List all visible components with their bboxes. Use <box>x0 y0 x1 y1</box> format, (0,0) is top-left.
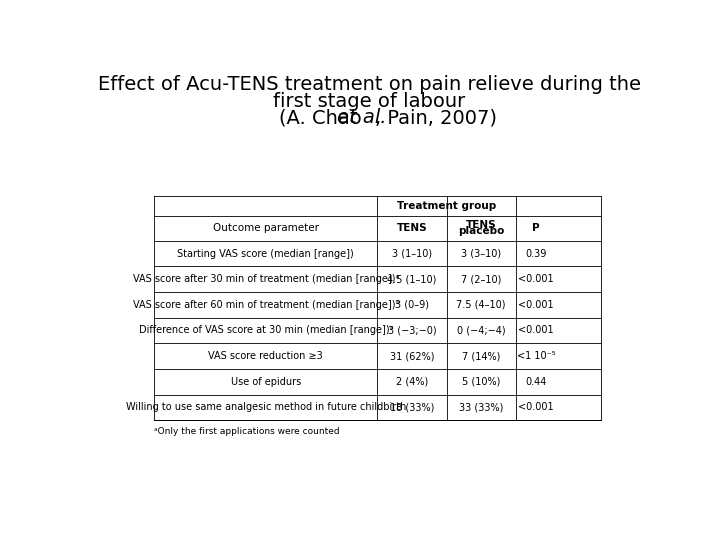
Text: <0.001: <0.001 <box>518 326 554 335</box>
Text: <0.001: <0.001 <box>518 300 554 310</box>
Text: et al.: et al. <box>337 109 387 127</box>
Text: 3 (1–10): 3 (1–10) <box>392 248 432 259</box>
Text: Starting VAS score (median [range]): Starting VAS score (median [range]) <box>177 248 354 259</box>
Text: 31 (62%): 31 (62%) <box>390 351 434 361</box>
Text: 3 (−3;−0): 3 (−3;−0) <box>387 326 436 335</box>
Text: VAS score reduction ≥3: VAS score reduction ≥3 <box>208 351 323 361</box>
Text: 3 (0–9): 3 (0–9) <box>395 300 429 310</box>
Text: 7 (14%): 7 (14%) <box>462 351 500 361</box>
Text: 0.39: 0.39 <box>525 248 546 259</box>
Text: ᵃOnly the first applications were counted: ᵃOnly the first applications were counte… <box>154 427 340 436</box>
Text: Effect of Acu-TENS treatment on pain relieve during the: Effect of Acu-TENS treatment on pain rel… <box>97 75 641 94</box>
Text: VAS score after 60 min of treatment (median [range])ᵃ: VAS score after 60 min of treatment (med… <box>132 300 399 310</box>
Text: Difference of VAS score at 30 min (median [range])ᵃ: Difference of VAS score at 30 min (media… <box>138 326 393 335</box>
Text: VAS score after 30 min of treatment (median [range])ᵃ: VAS score after 30 min of treatment (med… <box>132 274 399 284</box>
Text: 2 (4%): 2 (4%) <box>396 377 428 387</box>
Text: placebo: placebo <box>458 226 504 236</box>
Text: first stage of labour: first stage of labour <box>273 92 465 111</box>
Text: P: P <box>532 223 540 233</box>
Text: <0.001: <0.001 <box>518 274 554 284</box>
Text: 7.5 (4–10): 7.5 (4–10) <box>456 300 506 310</box>
Text: <0.001: <0.001 <box>518 402 554 413</box>
Text: 0.44: 0.44 <box>525 377 546 387</box>
Text: Outcome parameter: Outcome parameter <box>213 223 319 233</box>
Text: Use of epidurs: Use of epidurs <box>230 377 301 387</box>
Text: TENS: TENS <box>466 220 497 230</box>
Text: (A. Chao: (A. Chao <box>279 109 368 127</box>
Text: 5 (10%): 5 (10%) <box>462 377 500 387</box>
Text: <1 10⁻⁵: <1 10⁻⁵ <box>516 351 555 361</box>
Text: , Pain, 2007): , Pain, 2007) <box>375 109 498 127</box>
Text: 18 (33%): 18 (33%) <box>390 402 434 413</box>
Text: 7 (2–10): 7 (2–10) <box>461 274 501 284</box>
Text: Treatment group: Treatment group <box>397 201 496 211</box>
Text: 33 (33%): 33 (33%) <box>459 402 503 413</box>
Text: 4.5 (1–10): 4.5 (1–10) <box>387 274 436 284</box>
Text: 0 (−4;−4): 0 (−4;−4) <box>457 326 505 335</box>
Text: TENS: TENS <box>397 223 427 233</box>
Text: 3 (3–10): 3 (3–10) <box>461 248 501 259</box>
Text: Willing to use same analgesic method in future childbirth: Willing to use same analgesic method in … <box>125 402 406 413</box>
